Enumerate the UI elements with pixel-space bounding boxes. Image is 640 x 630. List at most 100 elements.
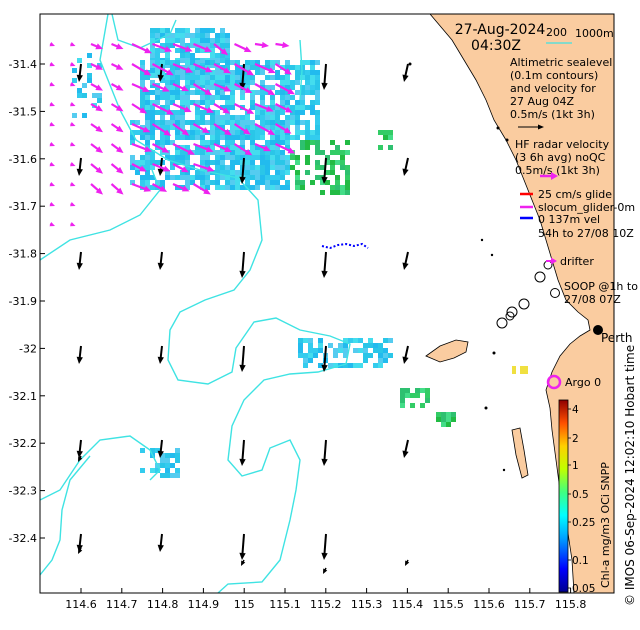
hf-radar-arrow (151, 123, 172, 136)
chl-pixel (270, 160, 275, 165)
chl-pixel (175, 28, 180, 33)
chl-pixel (150, 160, 155, 165)
chl-pixel (140, 75, 145, 80)
chl-pixel (230, 70, 235, 75)
chl-pixel (160, 145, 165, 150)
altimetry-arrow (321, 251, 328, 278)
chl-pixel (140, 155, 145, 160)
chl-pixel (280, 80, 285, 85)
altimetry-arrow (157, 345, 164, 364)
chl-pixel (290, 80, 295, 85)
chl-pixel (255, 90, 260, 95)
chl-pixel (160, 110, 165, 115)
chl-pixel (150, 90, 155, 95)
chl-pixel (250, 160, 255, 165)
chl-pixel (340, 185, 345, 190)
chl-pixel (215, 65, 220, 70)
chl-pixel (270, 75, 275, 80)
hf-radar-arrow (131, 142, 153, 153)
chl-pixel (230, 170, 235, 175)
chl-pixel (425, 388, 430, 393)
chl-pixel (225, 120, 230, 125)
chl-pixel (185, 80, 190, 85)
chl-pixel (145, 135, 150, 140)
chl-pixel (295, 100, 300, 105)
chl-pixel (388, 338, 393, 343)
chl-pixel (441, 422, 446, 427)
chl-pixel (436, 412, 441, 417)
chl-pixel (245, 115, 250, 120)
hf-radar-arrow (274, 123, 292, 134)
chl-pixel (175, 145, 180, 150)
chl-pixel (140, 70, 145, 75)
argo-marker (546, 374, 562, 390)
chl-pixel (160, 60, 165, 65)
chl-pixel (155, 33, 160, 38)
hf-radar-arrow (70, 82, 76, 87)
chl-pixel (295, 105, 300, 110)
chl-pixel (315, 165, 320, 170)
chl-pixel (205, 150, 210, 155)
chl-pixel (205, 33, 210, 38)
chl-pixel (318, 363, 323, 368)
chl-pixel (235, 160, 240, 165)
chl-pixel (308, 348, 313, 353)
chl-pixel (195, 60, 200, 65)
chl-pixel (200, 95, 205, 100)
chl-pixel (185, 28, 190, 33)
hf-radar-arrow (172, 62, 194, 73)
chl-pixel (200, 180, 205, 185)
chl-pixel (260, 70, 265, 75)
chl-pixel (275, 120, 280, 125)
chl-pixel (363, 353, 368, 358)
chl-pixel (383, 338, 388, 343)
chl-pixel (155, 73, 160, 78)
chl-pixel (235, 75, 240, 80)
chl-pixel (270, 110, 275, 115)
chl-pixel (285, 155, 290, 160)
chl-pixel (275, 60, 280, 65)
chl-pixel (250, 90, 255, 95)
chl-pixel (280, 155, 285, 160)
chl-pixel (220, 38, 225, 43)
glider-velocity-track (321, 242, 369, 250)
hf-radar-arrow (90, 163, 103, 174)
chl-pixel (200, 33, 205, 38)
chl-pixel (180, 135, 185, 140)
chl-pixel (205, 100, 210, 105)
chl-pixel (310, 60, 315, 65)
chl-pixel (290, 95, 295, 100)
hf-radar-arrow (151, 63, 174, 76)
lat-tick-label: -31.7 (9, 200, 37, 213)
altimetry-arrow (157, 439, 164, 458)
chl-pixel (300, 60, 305, 65)
chl-pixel (315, 85, 320, 90)
chl-pixel (215, 140, 220, 145)
chl-pixel (378, 343, 383, 348)
hf-radar-arrow (213, 43, 229, 56)
chl-pixel (205, 85, 210, 90)
chl-pixel (185, 170, 190, 175)
altimetry-arrow (402, 439, 409, 458)
chl-pixel (325, 160, 330, 165)
chl-pixel (195, 80, 200, 85)
chl-pixel (300, 120, 305, 125)
chl-pixel (240, 130, 245, 135)
chl-pixel (345, 165, 350, 170)
chl-pixel (250, 60, 255, 65)
chl-pixel (235, 120, 240, 125)
chl-pixel (303, 338, 308, 343)
chl-pixel (290, 135, 295, 140)
chl-pixel (305, 160, 310, 165)
altimetry-legend: Altimetric sealevel(0.1m contours)and ve… (510, 56, 612, 121)
lat-tick-label: -32.2 (9, 437, 37, 450)
chl-pixel (373, 343, 378, 348)
chl-pixel (220, 135, 225, 140)
chl-pixel (255, 145, 260, 150)
chl-pixel (140, 175, 145, 180)
chl-pixel (315, 100, 320, 105)
chl-pixel (383, 358, 388, 363)
altimetry-legend-line: (0.1m contours) (510, 69, 598, 82)
chl-pixel (275, 155, 280, 160)
chl-pixel (363, 358, 368, 363)
